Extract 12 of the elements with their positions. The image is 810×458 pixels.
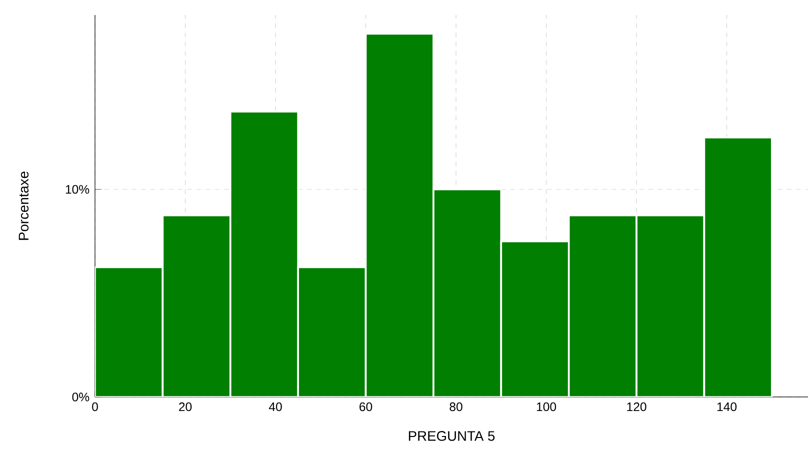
x-tick-label: 80 (450, 402, 462, 412)
y-tick-label: 0% (72, 392, 90, 402)
x-tick-label: 120 (627, 402, 646, 412)
x-axis-title: PREGUNTA 5 (408, 431, 495, 441)
y-tick-label: 10% (66, 185, 90, 194)
x-tick-label: 100 (536, 402, 556, 412)
x-tick-label: 20 (179, 402, 192, 412)
y-axis-title: Porcentaxe (18, 172, 29, 240)
x-tick-label: 40 (268, 402, 282, 412)
x-tick-label: 140 (717, 402, 737, 412)
x-tick-label: 60 (360, 402, 372, 412)
x-tick-label: 0 (92, 402, 98, 412)
